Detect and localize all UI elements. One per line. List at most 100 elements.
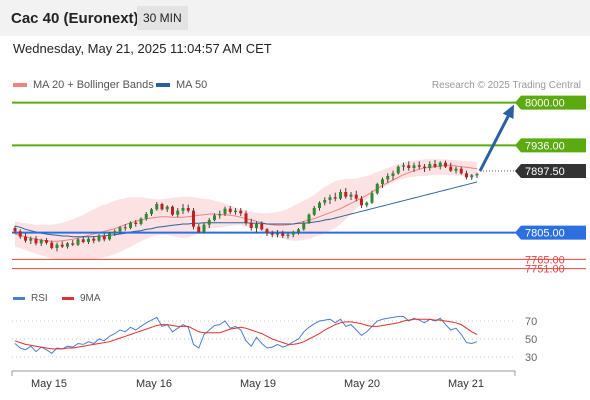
candle-body xyxy=(396,166,400,174)
candle-body xyxy=(302,222,306,230)
candle-body xyxy=(349,194,353,197)
x-axis-label: May 21 xyxy=(448,378,484,390)
candle-body xyxy=(391,173,395,176)
candle-body xyxy=(50,242,54,248)
candle-body xyxy=(323,200,327,203)
candle-body xyxy=(186,208,190,211)
level-label-support: 7765.00 xyxy=(525,254,565,266)
candle-body xyxy=(171,206,174,215)
candle-body xyxy=(328,197,332,200)
candle-body xyxy=(139,218,143,224)
candle-body xyxy=(176,210,180,215)
candle-body xyxy=(402,165,405,167)
candle-body xyxy=(475,174,479,176)
candle-body xyxy=(454,168,458,171)
legend-rsi: RSI xyxy=(13,293,48,304)
projection-arrow-head xyxy=(502,104,514,119)
candle-body xyxy=(344,192,348,197)
candle-body xyxy=(449,166,453,171)
candle-body xyxy=(255,224,258,228)
candle-body xyxy=(60,244,64,247)
candle-body xyxy=(102,236,106,240)
candle-body xyxy=(202,224,206,232)
candle-body xyxy=(312,208,316,215)
bollinger-band-area xyxy=(15,159,477,259)
candle-body xyxy=(45,240,48,243)
level-label-resistance: 7936.00 xyxy=(525,140,565,152)
candle-body xyxy=(197,226,201,232)
timeframe-tab[interactable]: 30 MIN xyxy=(137,6,188,30)
x-axis-label: May 16 xyxy=(136,378,172,390)
candle-body xyxy=(129,222,132,228)
candle-body xyxy=(34,238,38,244)
candle-body xyxy=(13,228,17,232)
bollinger-swatch xyxy=(13,83,27,88)
candle-body xyxy=(144,214,148,219)
candle-body xyxy=(433,164,437,167)
candle-body xyxy=(181,208,185,211)
candle-body xyxy=(134,222,138,224)
candle-body xyxy=(465,173,468,178)
candle-body xyxy=(228,208,232,212)
candle-body xyxy=(150,209,153,214)
candle-body xyxy=(297,229,300,232)
projection-arrow-shaft xyxy=(478,111,512,172)
candle-body xyxy=(244,213,248,223)
candle-body xyxy=(470,175,474,178)
header-bar: Cac 40 (Euronext) 30 MIN xyxy=(0,0,590,36)
level-tag-last xyxy=(515,164,586,178)
candle-body xyxy=(444,162,447,167)
candles xyxy=(13,160,479,252)
legend-rsi-ma: 9MA xyxy=(62,293,101,304)
candle-body xyxy=(370,193,374,203)
level-tag-resistance xyxy=(515,95,586,110)
candle-body xyxy=(386,176,390,180)
rsi-tick-label: 70 xyxy=(525,316,537,328)
candle-body xyxy=(318,202,321,208)
copyright-credit: Research © 2025 Trading Central xyxy=(431,80,581,91)
candle-body xyxy=(276,233,279,235)
candle-body xyxy=(71,243,75,245)
rsi-ma-line xyxy=(14,318,478,350)
candle-body xyxy=(29,238,33,241)
level-tag-resistance xyxy=(515,138,586,153)
candle-body xyxy=(381,179,384,184)
level-label-resistance: 8000.00 xyxy=(525,98,565,110)
candle-body xyxy=(428,164,432,168)
candle-body xyxy=(223,208,227,214)
candle-body xyxy=(87,238,90,242)
candle-body xyxy=(333,197,337,199)
legend-ma50-label: MA 50 xyxy=(176,79,208,91)
candle-body xyxy=(123,227,127,229)
rsi-tick-label: 50 xyxy=(525,334,537,346)
candle-body xyxy=(307,214,311,223)
level-tag-pivot xyxy=(515,225,586,240)
candle-body xyxy=(213,215,216,220)
level-label-last: 7897.50 xyxy=(525,166,565,178)
candle-body xyxy=(260,224,264,230)
instrument-title: Cac 40 (Euronext) xyxy=(11,10,139,27)
x-axis-label: May 15 xyxy=(31,378,67,390)
rsi-ma-swatch xyxy=(62,296,74,300)
legend-rsi-label: RSI xyxy=(31,293,48,304)
candle-body xyxy=(207,220,211,225)
candle-body xyxy=(55,244,59,248)
candle-body xyxy=(218,214,222,216)
candle-body xyxy=(417,165,421,167)
candle-body xyxy=(76,239,80,245)
candle-body xyxy=(97,236,101,241)
candle-body xyxy=(118,227,122,232)
candle-body xyxy=(286,234,290,236)
rsi-line xyxy=(14,316,478,355)
legend-bollinger-label: MA 20 + Bollinger Bands xyxy=(33,79,154,91)
candle-body xyxy=(18,231,22,237)
candle-body xyxy=(24,236,27,241)
candle-body xyxy=(39,240,43,244)
candle-body xyxy=(291,232,295,235)
rsi-tick-label: 30 xyxy=(525,352,537,364)
candle-body xyxy=(108,233,111,240)
candle-body xyxy=(270,233,274,235)
x-axis-label: May 19 xyxy=(240,378,276,390)
legend-bollinger: MA 20 + Bollinger Bands xyxy=(13,79,154,91)
